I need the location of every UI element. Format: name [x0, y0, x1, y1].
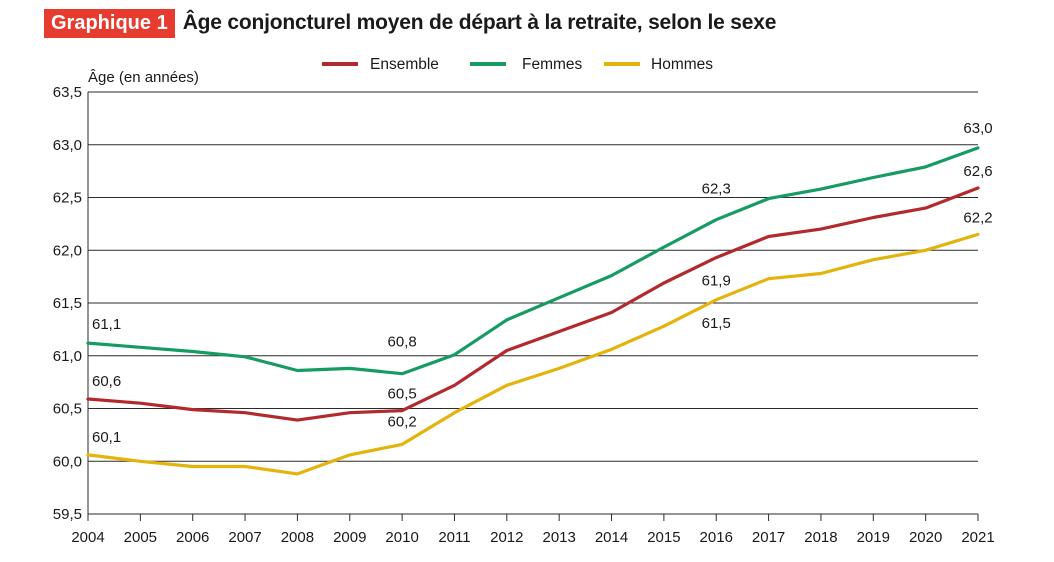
x-tick-label: 2019	[857, 529, 890, 546]
y-tick-label: 60,5	[53, 401, 82, 418]
x-tick-label: 2017	[752, 529, 785, 546]
data-label: 61,9	[702, 273, 731, 290]
x-tick-label: 2018	[804, 529, 837, 546]
x-tick-label: 2012	[490, 529, 523, 546]
x-tick-label: 2005	[124, 529, 157, 546]
series-line-ensemble	[86, 186, 980, 422]
x-tick-label: 2014	[595, 529, 628, 546]
data-label: 63,0	[963, 120, 992, 137]
data-label: 60,1	[92, 429, 121, 446]
chart-title: Âge conjoncturel moyen de départ à la re…	[182, 11, 777, 34]
y-tick-label: 63,0	[53, 137, 82, 154]
x-tick-label: 2007	[228, 529, 261, 546]
data-label: 62,2	[963, 209, 992, 226]
data-label: 60,8	[388, 334, 417, 351]
data-label: 60,6	[92, 373, 121, 390]
legend-label-ensemble: Ensemble	[370, 56, 439, 73]
y-tick-label: 60,0	[53, 453, 82, 470]
series-line-femmes	[86, 146, 980, 376]
y-tick-label: 61,5	[53, 295, 82, 312]
data-label: 60,5	[388, 386, 417, 403]
x-tick-label: 2008	[281, 529, 314, 546]
x-tick-label: 2009	[333, 529, 366, 546]
x-tick-label: 2020	[909, 529, 942, 546]
data-label: 62,6	[963, 163, 992, 180]
series-line-hommes	[86, 232, 980, 476]
x-tick-label: 2004	[71, 529, 104, 546]
y-axis-label: Âge (en années)	[88, 69, 199, 86]
y-tick-label: 61,0	[53, 348, 82, 365]
y-tick-label: 63,5	[53, 84, 82, 101]
legend-label-femmes: Femmes	[522, 56, 583, 73]
data-label: 60,2	[388, 413, 417, 430]
x-tick-label: 2015	[647, 529, 680, 546]
x-tick-label: 2011	[438, 529, 470, 546]
x-tick-label: 2006	[176, 529, 209, 546]
data-label: 61,5	[702, 315, 731, 332]
data-label: 62,3	[702, 181, 731, 198]
figure-badge: Graphique 1	[44, 8, 175, 38]
x-tick-label: 2021	[961, 529, 994, 546]
legend-label-hommes: Hommes	[651, 56, 713, 73]
y-tick-label: 59,5	[53, 506, 82, 523]
y-tick-label: 62,0	[53, 242, 82, 259]
data-label: 61,1	[92, 316, 121, 333]
x-tick-label: 2013	[542, 529, 575, 546]
chart-header: Graphique 1 Âge conjoncturel moyen de dé…	[44, 7, 776, 39]
x-tick-label: 2010	[385, 529, 418, 546]
y-tick-label: 62,5	[53, 190, 82, 207]
x-tick-label: 2016	[700, 529, 733, 546]
